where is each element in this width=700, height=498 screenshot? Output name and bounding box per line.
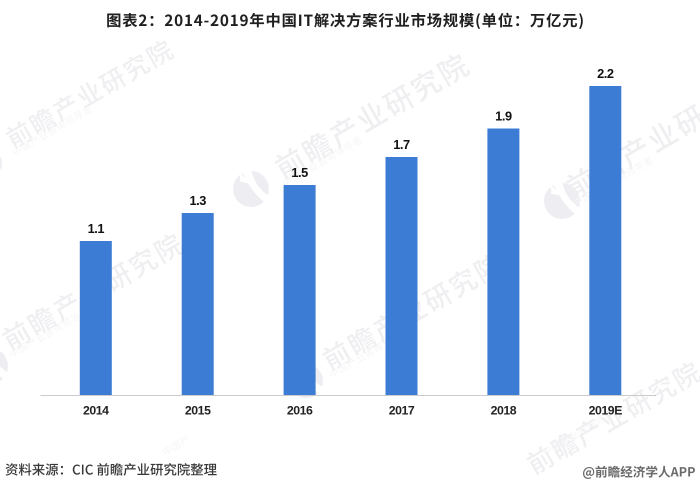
svg-text:1.5: 1.5 bbox=[291, 165, 308, 180]
svg-text:2018: 2018 bbox=[491, 404, 517, 418]
svg-text:2014: 2014 bbox=[83, 404, 109, 418]
svg-text:2.2: 2.2 bbox=[597, 66, 614, 81]
svg-text:2019E: 2019E bbox=[589, 404, 623, 418]
svg-text:2017: 2017 bbox=[389, 404, 415, 418]
svg-text:2015: 2015 bbox=[185, 404, 211, 418]
svg-text:1.9: 1.9 bbox=[495, 109, 512, 124]
svg-text:1.7: 1.7 bbox=[393, 137, 410, 152]
svg-text:1.3: 1.3 bbox=[189, 193, 206, 208]
svg-text:1.1: 1.1 bbox=[88, 221, 105, 236]
svg-text:2016: 2016 bbox=[287, 404, 313, 418]
